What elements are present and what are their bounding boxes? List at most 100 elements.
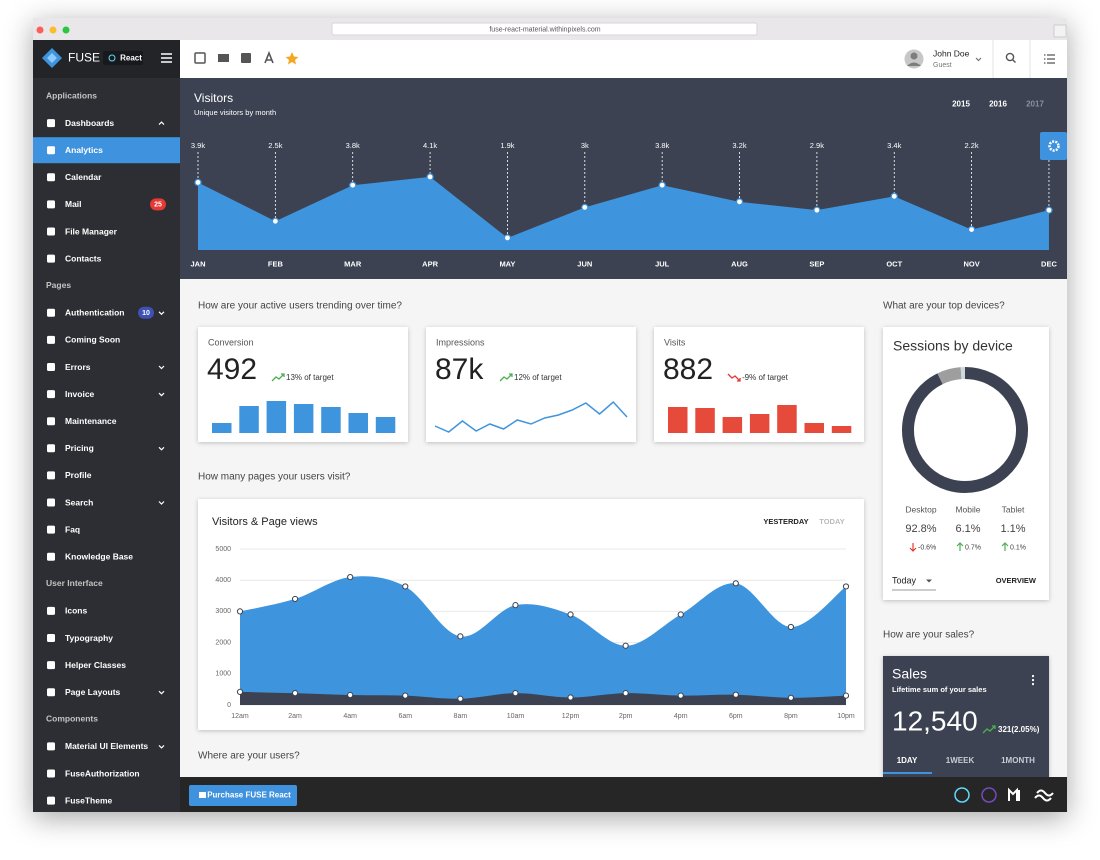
zoom-button[interactable]	[62, 26, 70, 34]
settings-button[interactable]	[1040, 132, 1067, 160]
nav-group-title: Applications	[46, 90, 97, 100]
mail-shortcut[interactable]	[218, 54, 229, 62]
trend-icon	[727, 373, 741, 382]
nav-item[interactable]: Helper Classes	[65, 660, 126, 670]
nav-item[interactable]: Material UI Elements	[65, 741, 148, 751]
nav-item[interactable]: Page Layouts	[65, 687, 121, 697]
nav-item[interactable]: Pricing	[65, 443, 94, 453]
x-tick-label: JUN	[577, 259, 592, 268]
year-toggle[interactable]: 2017	[1026, 100, 1044, 109]
sales-tab[interactable]: 1WEEK	[946, 756, 975, 765]
nav-item[interactable]: Maintenance	[65, 416, 117, 426]
nav-item[interactable]: Dashboards	[65, 118, 114, 128]
data-point	[677, 692, 684, 699]
nav-item[interactable]: FuseTheme	[65, 795, 113, 805]
nav-item[interactable]: Authentication	[65, 308, 125, 318]
card-title: Sessions by device	[893, 338, 1013, 354]
cart-icon	[199, 792, 206, 798]
device-label: Mobile	[955, 504, 980, 514]
data-point	[457, 633, 464, 640]
y-tick-label: 4000	[215, 577, 231, 584]
nav-icon	[47, 444, 55, 453]
period-select[interactable]: Today	[892, 575, 917, 585]
data-point	[813, 206, 821, 214]
search-button[interactable]	[1005, 52, 1015, 62]
quick-panel-button[interactable]	[1044, 54, 1055, 64]
contacts-shortcut[interactable]	[241, 53, 251, 63]
card-target: 12% of target	[514, 373, 562, 382]
y-tick-label: 0	[227, 702, 231, 709]
user-menu-chevron[interactable]	[975, 57, 982, 62]
nav-item[interactable]: Analytics	[65, 145, 103, 155]
nav-item[interactable]: Calendar	[65, 172, 102, 182]
data-point	[194, 178, 202, 187]
nav-item[interactable]: Invoice	[65, 389, 95, 399]
bar	[212, 423, 232, 433]
year-toggle[interactable]: 2016	[989, 100, 1007, 109]
nav-item[interactable]: File Manager	[65, 226, 118, 236]
year-toggle[interactable]: 2015	[952, 100, 970, 109]
bookmark-star[interactable]	[285, 52, 299, 65]
data-point	[347, 691, 354, 699]
brand-name: FUSE	[68, 51, 100, 65]
series-area	[240, 691, 846, 705]
nav-item[interactable]: FuseAuthorization	[65, 768, 140, 778]
purchase-button[interactable]	[189, 785, 297, 806]
nav-chevron	[158, 744, 165, 749]
range-toggle[interactable]: YESTERDAY	[763, 517, 808, 526]
x-tick-label: SEP	[809, 259, 824, 268]
nav-item[interactable]: Mail	[65, 199, 82, 209]
minimize-button[interactable]	[49, 26, 57, 34]
nav-chevron	[158, 392, 165, 397]
x-tick-label: 6am	[398, 713, 412, 720]
nav-icon	[47, 227, 55, 236]
nav-item[interactable]: Contacts	[65, 253, 102, 263]
nav-icon	[47, 552, 55, 561]
nav-item[interactable]: Typography	[65, 633, 113, 643]
close-button[interactable]	[36, 26, 44, 34]
card-target: 13% of target	[286, 373, 334, 382]
nav-icon	[47, 742, 55, 751]
nav-icon	[47, 390, 55, 399]
device-label: Desktop	[905, 504, 936, 514]
nav-icon	[47, 173, 55, 182]
material-ui-logo	[1008, 787, 1020, 801]
nav-icon	[47, 200, 55, 209]
x-tick-label: 2am	[288, 713, 302, 720]
data-point	[622, 690, 629, 697]
nav-item[interactable]: Search	[65, 497, 93, 507]
data-point	[402, 583, 409, 590]
menu-toggle[interactable]	[161, 53, 172, 63]
sales-tab[interactable]: 1MONTH	[1001, 756, 1035, 765]
toolbar	[180, 40, 1067, 78]
nav-item[interactable]: Icons	[65, 606, 87, 616]
range-toggle[interactable]: TODAY	[819, 517, 844, 526]
overview-button[interactable]: OVERVIEW	[996, 576, 1037, 585]
nav-badge	[138, 306, 154, 319]
new-tab-button[interactable]	[1053, 24, 1067, 38]
card-target: -9% of target	[742, 373, 789, 382]
calendar-shortcut[interactable]	[194, 52, 206, 64]
x-tick-label: 8am	[454, 713, 468, 720]
x-tick-label: FEB	[268, 259, 284, 268]
x-tick-label: NOV	[963, 259, 979, 268]
nav-item[interactable]: Faq	[65, 524, 80, 534]
nav-icon	[47, 525, 55, 534]
nav-active-highlight	[33, 137, 180, 164]
url-bar[interactable]	[331, 22, 758, 36]
tailwind-logo	[1034, 789, 1054, 802]
trend-icon	[499, 373, 513, 382]
bar	[239, 406, 259, 433]
sales-tab[interactable]: 1DAY	[897, 756, 918, 765]
nav-item[interactable]: Knowledge Base	[65, 551, 133, 561]
nav-item[interactable]: Errors	[65, 362, 91, 372]
data-point	[581, 203, 589, 212]
series-area	[240, 576, 846, 705]
nav-icon	[47, 363, 55, 371]
search-handle	[1012, 59, 1016, 63]
font-shortcut[interactable]	[264, 50, 274, 64]
nav-item[interactable]: Profile	[65, 470, 92, 480]
settings-icon	[1048, 140, 1060, 152]
nav-item[interactable]: Coming Soon	[65, 335, 120, 345]
